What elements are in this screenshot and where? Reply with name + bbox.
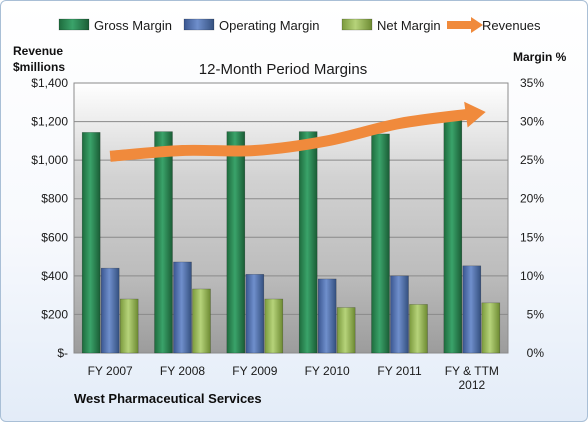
left-axis-title-line1: Revenue bbox=[13, 44, 63, 58]
right-axis-ticks: 0% 5% 10% 15% 20% 25% 30% 35% bbox=[520, 76, 544, 360]
right-tick-label: 35% bbox=[520, 76, 544, 90]
bar-gross-margin bbox=[226, 131, 246, 354]
bar-operating-margin bbox=[245, 274, 265, 354]
right-tick-label: 30% bbox=[520, 115, 544, 129]
bar-operating-margin bbox=[317, 278, 337, 354]
category-labels: FY 2007 FY 2008 FY 2009 FY 2010 FY 2011 FY & … bbox=[88, 364, 499, 392]
left-tick-label: $800 bbox=[41, 192, 68, 206]
right-axis-title: Margin % bbox=[513, 50, 567, 64]
legend-arrowhead bbox=[471, 17, 483, 33]
left-tick-label: $1,000 bbox=[31, 153, 68, 167]
plot-area bbox=[73, 82, 509, 354]
legend-swatch bbox=[341, 18, 373, 31]
right-tick-label: 15% bbox=[520, 230, 544, 244]
category-label: FY 2011 bbox=[377, 364, 422, 378]
bar-net-margin bbox=[119, 298, 139, 354]
bar-net-margin bbox=[409, 304, 428, 354]
revenue-arrowhead bbox=[464, 101, 486, 128]
left-tick-label: $200 bbox=[41, 307, 68, 321]
legend-swatch bbox=[183, 18, 215, 31]
revenue-line-path bbox=[109, 108, 473, 162]
right-tick-label: 10% bbox=[520, 269, 544, 283]
chart-title: 12-Month Period Margins bbox=[199, 61, 367, 78]
bar-net-margin bbox=[192, 288, 211, 354]
left-tick-label: $- bbox=[57, 346, 68, 360]
right-tick-label: 0% bbox=[527, 346, 545, 360]
bar-operating-margin bbox=[462, 265, 482, 354]
left-tick-label: $600 bbox=[41, 230, 68, 244]
category-label: FY & TTM bbox=[445, 364, 499, 378]
left-tick-label: $1,200 bbox=[31, 115, 68, 129]
bar-operating-margin bbox=[100, 267, 120, 354]
left-tick-label: $1,400 bbox=[31, 76, 68, 90]
category-label: FY 2008 bbox=[160, 364, 205, 378]
bar-operating-margin bbox=[173, 261, 192, 354]
bar-gross-margin bbox=[154, 131, 173, 354]
gridlines bbox=[74, 82, 508, 315]
right-tick-label: 5% bbox=[527, 307, 545, 321]
category-label: FY 2010 bbox=[305, 364, 350, 378]
bar-net-margin bbox=[264, 298, 284, 354]
bar-gross-margin bbox=[298, 131, 318, 354]
revenue-line bbox=[109, 101, 486, 162]
right-tick-label: 20% bbox=[520, 192, 544, 206]
legend-label: Net Margin bbox=[377, 18, 441, 33]
left-tick-label: $400 bbox=[41, 269, 68, 283]
category-label: FY 2009 bbox=[232, 364, 277, 378]
bar-net-margin bbox=[481, 302, 501, 354]
bars bbox=[81, 117, 501, 354]
legend-label: Operating Margin bbox=[219, 18, 319, 33]
legend-swatch bbox=[58, 18, 90, 31]
legend-label: Revenues bbox=[482, 18, 541, 33]
bar-gross-margin bbox=[81, 132, 101, 354]
left-axis-ticks: $- $200 $400 $600 $800 $1,000 $1,200 $1,400 bbox=[31, 76, 68, 360]
right-tick-label: 25% bbox=[520, 153, 544, 167]
category-label: 2012 bbox=[458, 378, 485, 392]
category-label: FY 2007 bbox=[88, 364, 133, 378]
bar-gross-margin bbox=[443, 117, 463, 354]
legend: Gross Margin Operating Margin Net Margin Re… bbox=[58, 17, 541, 33]
bar-net-margin bbox=[336, 307, 356, 354]
company-name: West Pharmaceutical Services bbox=[74, 391, 262, 406]
bar-operating-margin bbox=[390, 275, 409, 354]
left-axis-title-line2: $millions bbox=[13, 60, 65, 74]
bar-gross-margin bbox=[371, 133, 390, 354]
legend-label: Gross Margin bbox=[94, 18, 172, 33]
